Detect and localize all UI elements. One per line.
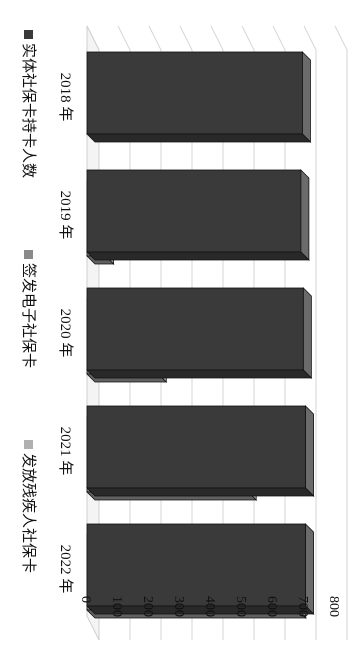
gridline [303,25,317,640]
legend-label: 发放残疾人社保卡 [20,453,37,573]
tick-label: 300 [171,596,186,617]
bars [86,51,315,619]
bar-physical-card [86,405,315,497]
tick-label: 800 [326,596,341,617]
category-label: 2018 年 [57,73,74,122]
bar-physical-card [86,51,312,143]
bar-physical-card [86,287,313,379]
legend-item: 签发电子社保卡 [20,250,37,368]
category-label: 2022 年 [57,545,74,594]
tick-label: 600 [264,596,279,617]
tick-label: 100 [109,596,124,617]
bar-physical-card [86,523,315,615]
tick-label: 700 [295,596,310,617]
legend-item: 发放残疾人社保卡 [20,440,37,573]
tick-label: 500 [233,596,248,617]
legend-swatch [24,440,33,449]
category-label: 2020 年 [57,309,74,358]
category-label: 2019 年 [57,191,74,240]
bar-physical-card [86,169,310,261]
tick-label: 200 [140,596,155,617]
category-label: 2021 年 [57,427,74,476]
legend-label: 签发电子社保卡 [20,263,37,368]
legend-label: 实体社保卡持卡人数 [20,43,37,178]
legend-swatch [24,30,33,39]
legend-item: 实体社保卡持卡人数 [20,30,37,178]
tick-label: 0 [78,596,93,603]
tick-label: 400 [202,596,217,617]
legend-swatch [24,250,33,259]
gridline [334,25,348,640]
category-labels: 2018 年 2019 年 2020 年 2021 年 2022 年 [57,73,74,594]
value-axis-tick-labels: 0 100 200 300 400 500 600 700 800 [78,596,341,617]
